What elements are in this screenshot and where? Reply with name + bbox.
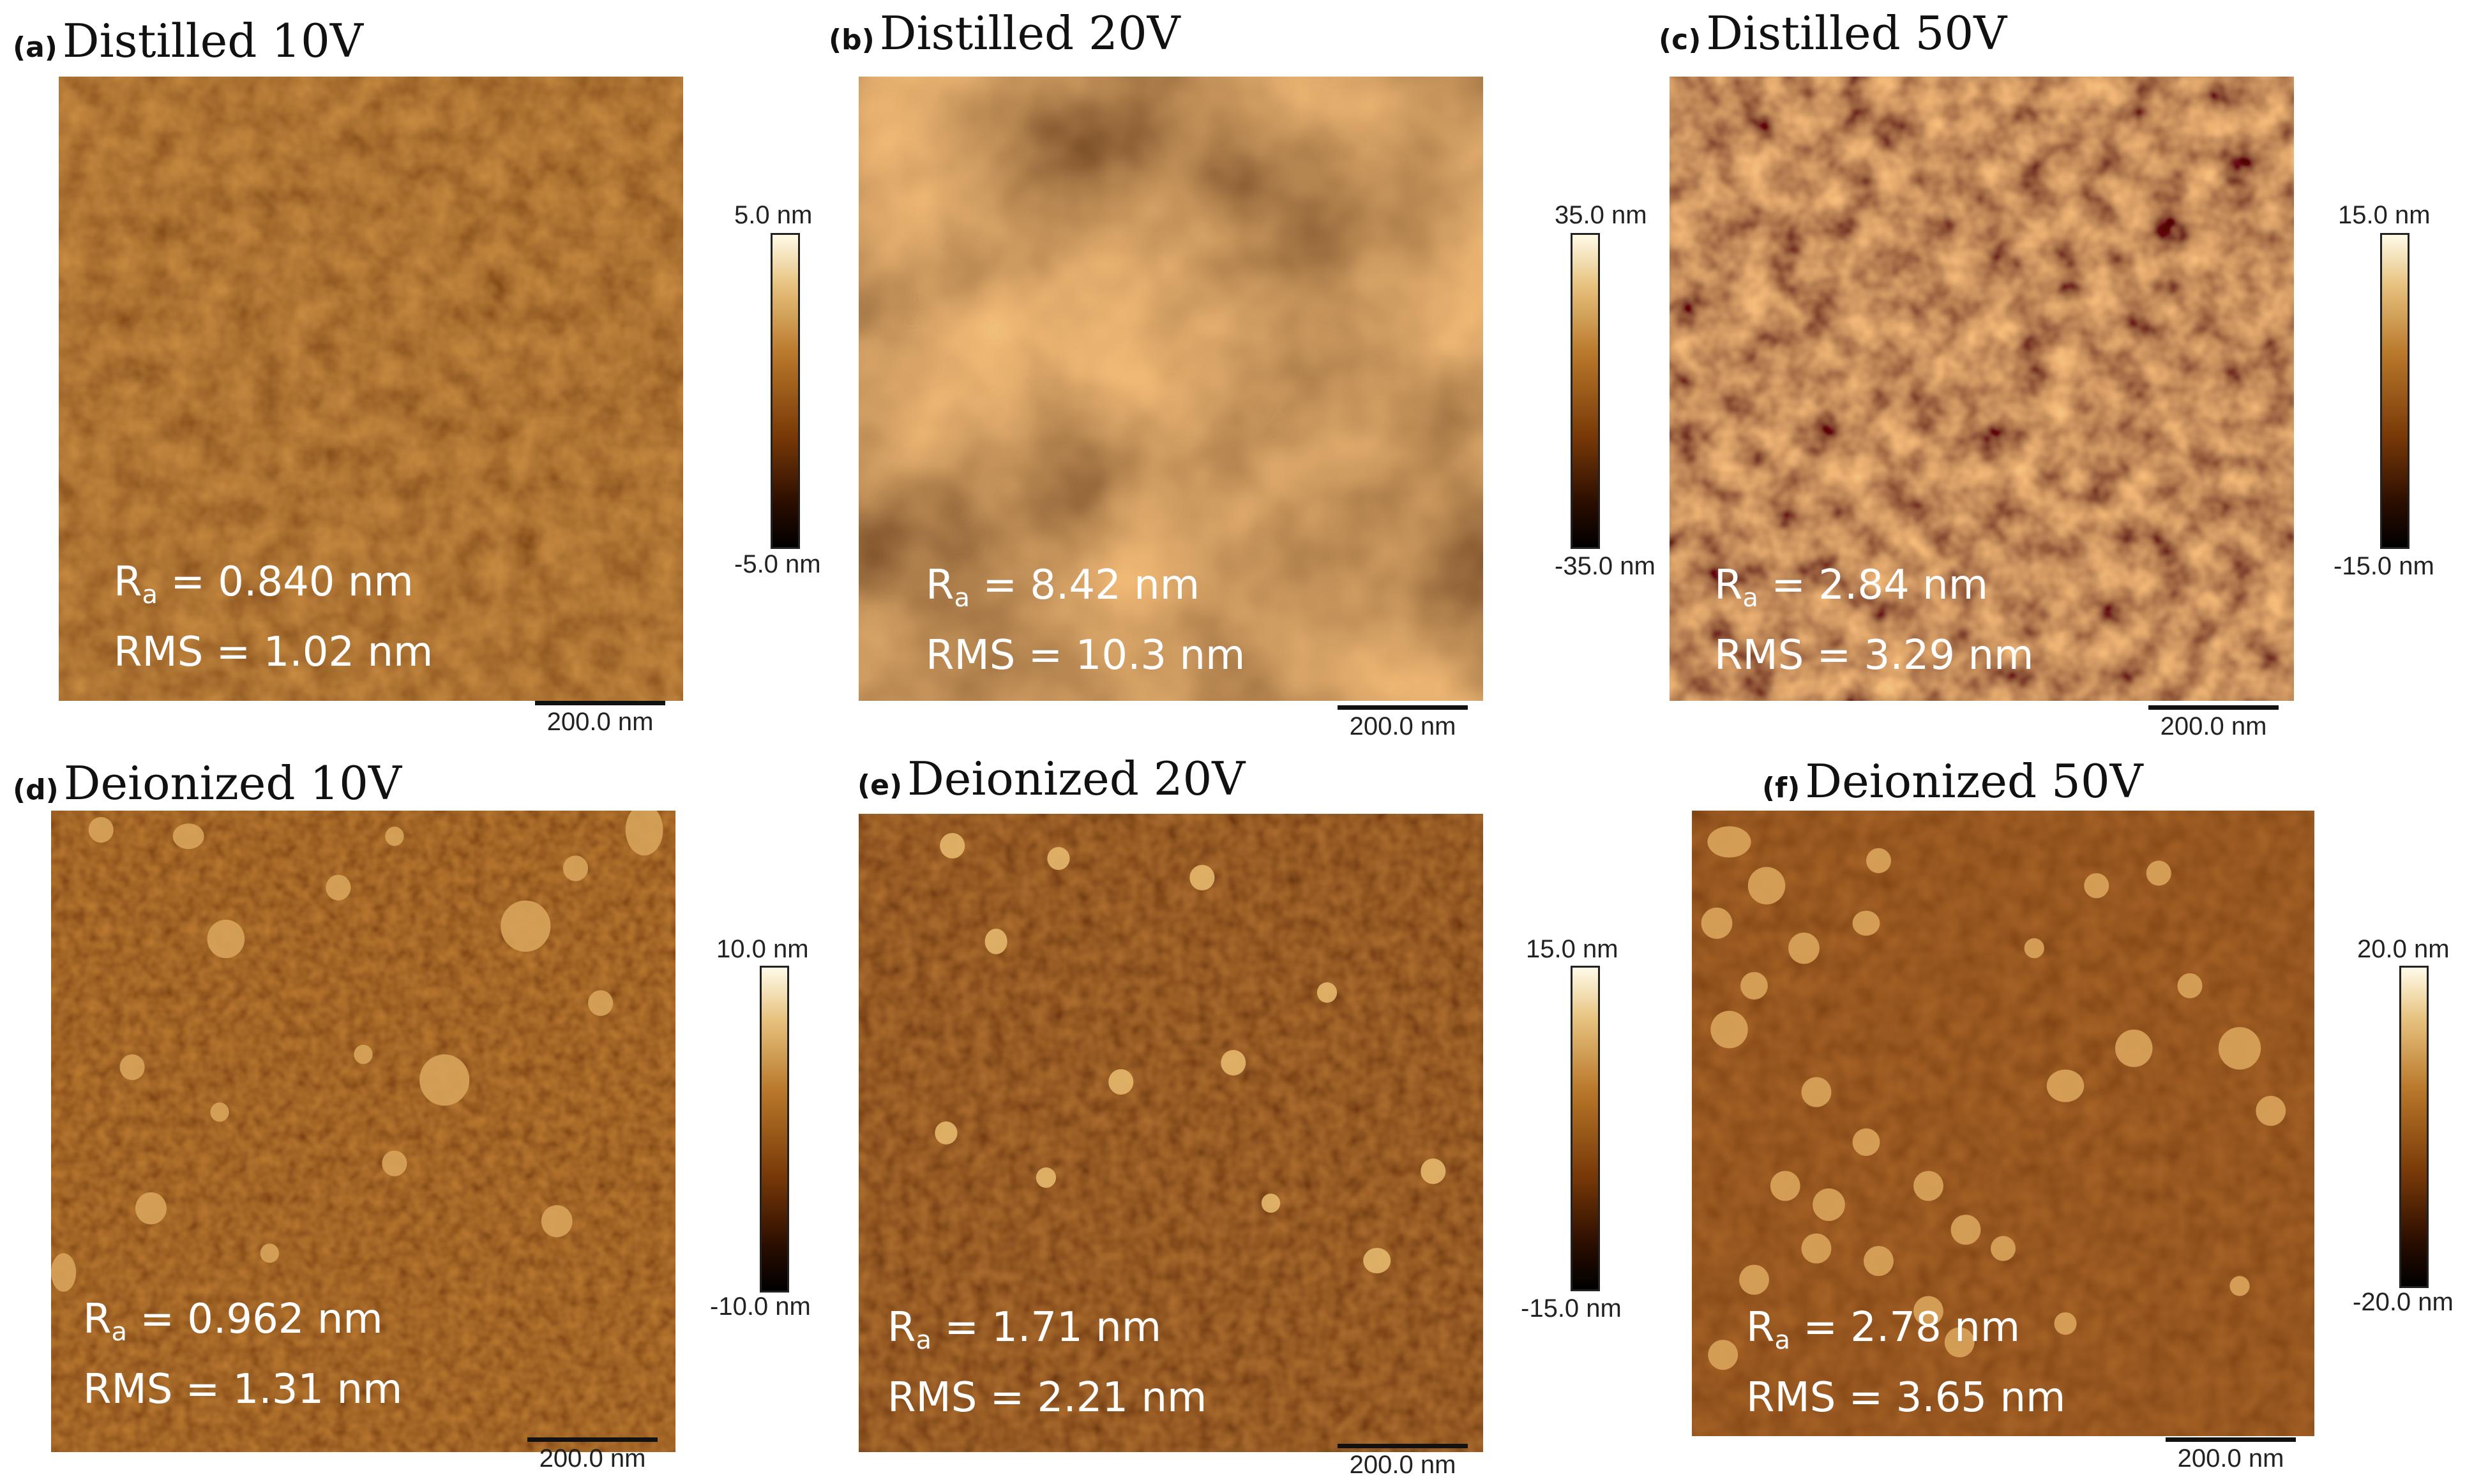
afm-topography — [1670, 77, 2294, 701]
panel-title: (d) Deionized 10V — [13, 756, 402, 810]
scale-bar: 200.0 nm — [2166, 1437, 2296, 1473]
ra-value-line: Ra = 1.71 nm — [887, 1304, 1162, 1355]
colorbar-max-label: 10.0 nm — [716, 935, 809, 963]
panel-title: (f) Deionized 50V — [1762, 754, 2143, 808]
afm-topography — [1692, 811, 2314, 1436]
scale-bar: 200.0 nm — [1338, 705, 1468, 741]
colorbar-min-label: -35.0 nm — [1555, 552, 1655, 580]
ra-value-line: Ra = 0.962 nm — [83, 1296, 383, 1347]
colorbar-max-label: 15.0 nm — [2338, 201, 2431, 229]
ra-value-line: Ra = 2.84 nm — [1714, 562, 1989, 613]
height-colorbar — [1571, 233, 1600, 549]
panel-title: (e) Deionized 20V — [857, 752, 1245, 806]
panel-letter: (f) — [1762, 772, 1800, 804]
rms-value-line: RMS = 1.02 nm — [114, 629, 434, 676]
colorbar-min-label: -10.0 nm — [710, 1293, 811, 1321]
colorbar-max-label: 35.0 nm — [1555, 201, 1647, 229]
colorbar-max-label: 20.0 nm — [2357, 935, 2450, 963]
colorbar-min-label: -15.0 nm — [1521, 1294, 1622, 1323]
scale-bar-label: 200.0 nm — [1349, 712, 1456, 740]
afm-image — [59, 77, 683, 701]
height-colorbar — [1571, 966, 1600, 1291]
colorbar-max-label: 15.0 nm — [1526, 935, 1618, 963]
panel-title: (b) Distilled 20V — [829, 6, 1180, 60]
ra-value-line: Ra = 2.78 nm — [1746, 1304, 2021, 1355]
scale-bar: 200.0 nm — [1338, 1444, 1468, 1480]
scale-bar-line — [2166, 1437, 2296, 1442]
scale-bar-line — [1338, 705, 1468, 710]
ra-value-line: Ra = 8.42 nm — [926, 562, 1200, 613]
rms-value-line: RMS = 3.65 nm — [1746, 1374, 2066, 1421]
panel-name: Distilled 20V — [879, 6, 1180, 60]
scale-bar-label: 200.0 nm — [539, 1444, 646, 1473]
panel-letter: (d) — [13, 774, 59, 806]
scale-bar-line — [2148, 705, 2279, 710]
height-colorbar — [2380, 233, 2409, 549]
height-colorbar — [760, 966, 789, 1293]
panel-letter: (b) — [829, 24, 875, 56]
panel-name: Distilled 50V — [1706, 6, 2007, 60]
height-colorbar — [771, 233, 800, 549]
ra-value-line: Ra = 0.840 nm — [114, 558, 414, 610]
afm-image — [1692, 811, 2314, 1436]
scale-bar: 200.0 nm — [527, 1437, 658, 1473]
afm-topography — [59, 77, 683, 701]
scale-bar-line — [535, 701, 665, 705]
scale-bar-label: 200.0 nm — [2177, 1444, 2284, 1473]
panel-name: Deionized 10V — [63, 756, 402, 810]
rms-value-line: RMS = 1.31 nm — [83, 1366, 403, 1413]
afm-image — [859, 77, 1483, 701]
panel-title: (c) Distilled 50V — [1659, 6, 2007, 60]
panel-letter: (e) — [857, 769, 903, 802]
colorbar-min-label: -20.0 nm — [2353, 1288, 2454, 1316]
scale-bar: 200.0 nm — [2148, 705, 2279, 741]
afm-topography — [859, 77, 1483, 701]
panel-name: Distilled 10V — [62, 14, 363, 68]
afm-image — [859, 814, 1483, 1452]
scale-bar-line — [527, 1437, 658, 1442]
panel-letter: (a) — [13, 31, 57, 64]
afm-image — [1670, 77, 2294, 701]
panel-name: Deionized 20V — [907, 752, 1246, 806]
afm-image — [51, 811, 675, 1452]
colorbar-min-label: -15.0 nm — [2334, 552, 2434, 580]
scale-bar: 200.0 nm — [535, 701, 665, 737]
afm-topography — [51, 811, 675, 1452]
scale-bar-label: 200.0 nm — [547, 708, 654, 736]
scale-bar-line — [1338, 1444, 1468, 1448]
colorbar-min-label: -5.0 nm — [734, 550, 821, 578]
rms-value-line: RMS = 2.21 nm — [887, 1374, 1207, 1421]
scale-bar-label: 200.0 nm — [1349, 1451, 1456, 1479]
panel-name: Deionized 50V — [1805, 754, 2143, 808]
height-colorbar — [2399, 966, 2429, 1288]
rms-value-line: RMS = 10.3 nm — [926, 632, 1246, 679]
scale-bar-label: 200.0 nm — [2160, 712, 2267, 740]
rms-value-line: RMS = 3.29 nm — [1714, 632, 2034, 679]
colorbar-max-label: 5.0 nm — [734, 201, 813, 229]
panel-title: (a) Distilled 10V — [13, 14, 363, 68]
afm-topography — [859, 814, 1483, 1452]
panel-letter: (c) — [1659, 24, 1701, 56]
